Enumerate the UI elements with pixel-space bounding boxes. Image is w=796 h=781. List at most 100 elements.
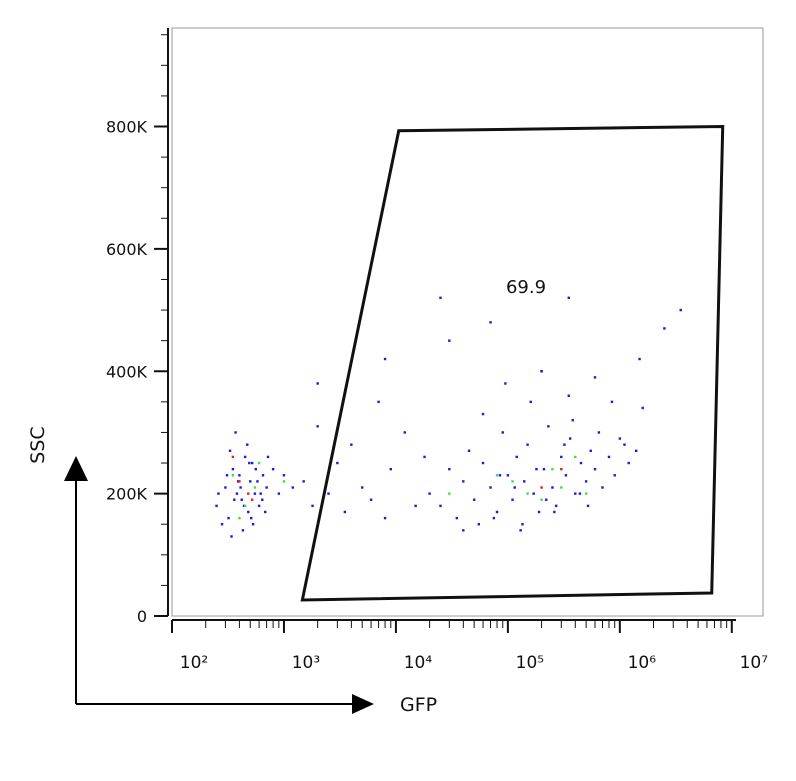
event-dot — [504, 382, 507, 385]
event-dot — [641, 406, 644, 410]
event-dot — [563, 443, 566, 446]
event-dot — [597, 431, 601, 434]
event-dot — [228, 449, 232, 452]
event-dot — [227, 516, 230, 520]
event-dot — [601, 486, 604, 489]
event-dot — [568, 437, 572, 440]
event-dot — [481, 412, 485, 416]
event-dot — [311, 504, 314, 508]
event-dot — [251, 523, 255, 526]
event-dot — [389, 467, 392, 471]
event-dot — [498, 474, 502, 477]
plot-frame — [171, 27, 764, 617]
event-dot — [377, 400, 380, 404]
event-dot — [246, 443, 249, 446]
event-dot — [277, 492, 281, 495]
event-dot — [264, 510, 267, 514]
event-dot — [302, 480, 305, 483]
event-dot — [265, 486, 268, 489]
event-dot — [610, 400, 614, 404]
event-dot — [462, 480, 465, 483]
event-dot — [593, 376, 597, 379]
event-dot — [414, 504, 417, 508]
event-dot — [257, 461, 261, 465]
event-dot — [501, 431, 504, 434]
event-dot — [217, 492, 220, 495]
event-dot — [545, 498, 548, 501]
event-dot — [261, 498, 264, 501]
event-dot — [225, 474, 229, 477]
event-dot — [215, 504, 218, 508]
y-tick-label: 400K — [106, 362, 148, 381]
event-dot — [492, 516, 496, 520]
event-dot — [343, 510, 347, 514]
event-dot — [554, 504, 558, 508]
event-dot — [383, 357, 387, 361]
gate-label: 69.9 — [506, 277, 546, 298]
event-dot — [477, 523, 481, 526]
event-dot — [567, 394, 570, 397]
event-dot — [578, 492, 582, 495]
y-tick-label: 800K — [106, 118, 148, 137]
event-dot — [513, 486, 516, 489]
event-dot — [638, 357, 641, 361]
event-dot — [462, 529, 465, 532]
event-dot — [316, 382, 319, 385]
event-dot — [240, 498, 243, 501]
event-dot — [526, 492, 529, 495]
event-dot — [584, 492, 588, 495]
event-dot — [247, 510, 250, 514]
event-dot — [403, 431, 406, 434]
event-dot — [248, 461, 251, 465]
event-dot — [523, 480, 526, 483]
event-dot — [574, 492, 577, 495]
event-dot — [239, 486, 242, 489]
event-dot — [448, 492, 451, 495]
event-dot — [537, 510, 541, 514]
event-dot — [327, 492, 330, 495]
event-dot — [542, 467, 546, 471]
x-tick-label: 10³ — [292, 653, 320, 673]
event-dot — [271, 467, 275, 471]
event-dot — [257, 504, 261, 508]
event-dot — [282, 480, 286, 483]
x-tick-label: 10⁷ — [740, 653, 769, 673]
x-arrowhead — [352, 694, 374, 714]
event-dot — [231, 467, 235, 471]
event-dot — [535, 467, 538, 471]
x-tick-label: 10⁶ — [628, 653, 657, 673]
event-dot — [560, 486, 563, 489]
event-dot — [593, 467, 597, 471]
event-dot — [238, 474, 241, 477]
event-dot — [567, 296, 570, 300]
event-dot — [266, 455, 270, 459]
event-dot — [467, 449, 471, 452]
event-dot — [448, 339, 451, 342]
event-dot — [574, 455, 577, 459]
event-dot — [220, 523, 224, 526]
event-dot — [511, 498, 514, 501]
y-tick-label: 200K — [106, 485, 148, 504]
event-dot — [540, 486, 543, 489]
event-dot — [250, 516, 253, 520]
event-dot — [679, 308, 682, 312]
event-dot — [238, 516, 241, 520]
event-dot — [249, 480, 252, 483]
x-axis-label: GFP — [400, 694, 437, 716]
event-dot — [553, 510, 556, 514]
event-dot — [589, 449, 592, 452]
event-dot — [551, 467, 554, 471]
event-dot — [336, 461, 339, 465]
event-dot — [439, 296, 442, 300]
event-dot — [511, 480, 514, 483]
event-dot — [481, 461, 485, 465]
event-dot — [519, 529, 522, 532]
event-dot — [607, 455, 611, 459]
event-dot — [231, 455, 235, 459]
event-dot — [350, 443, 353, 446]
event-dot — [261, 474, 265, 477]
event-dot — [551, 486, 554, 489]
event-dot — [618, 437, 622, 440]
event-dot — [529, 400, 532, 404]
